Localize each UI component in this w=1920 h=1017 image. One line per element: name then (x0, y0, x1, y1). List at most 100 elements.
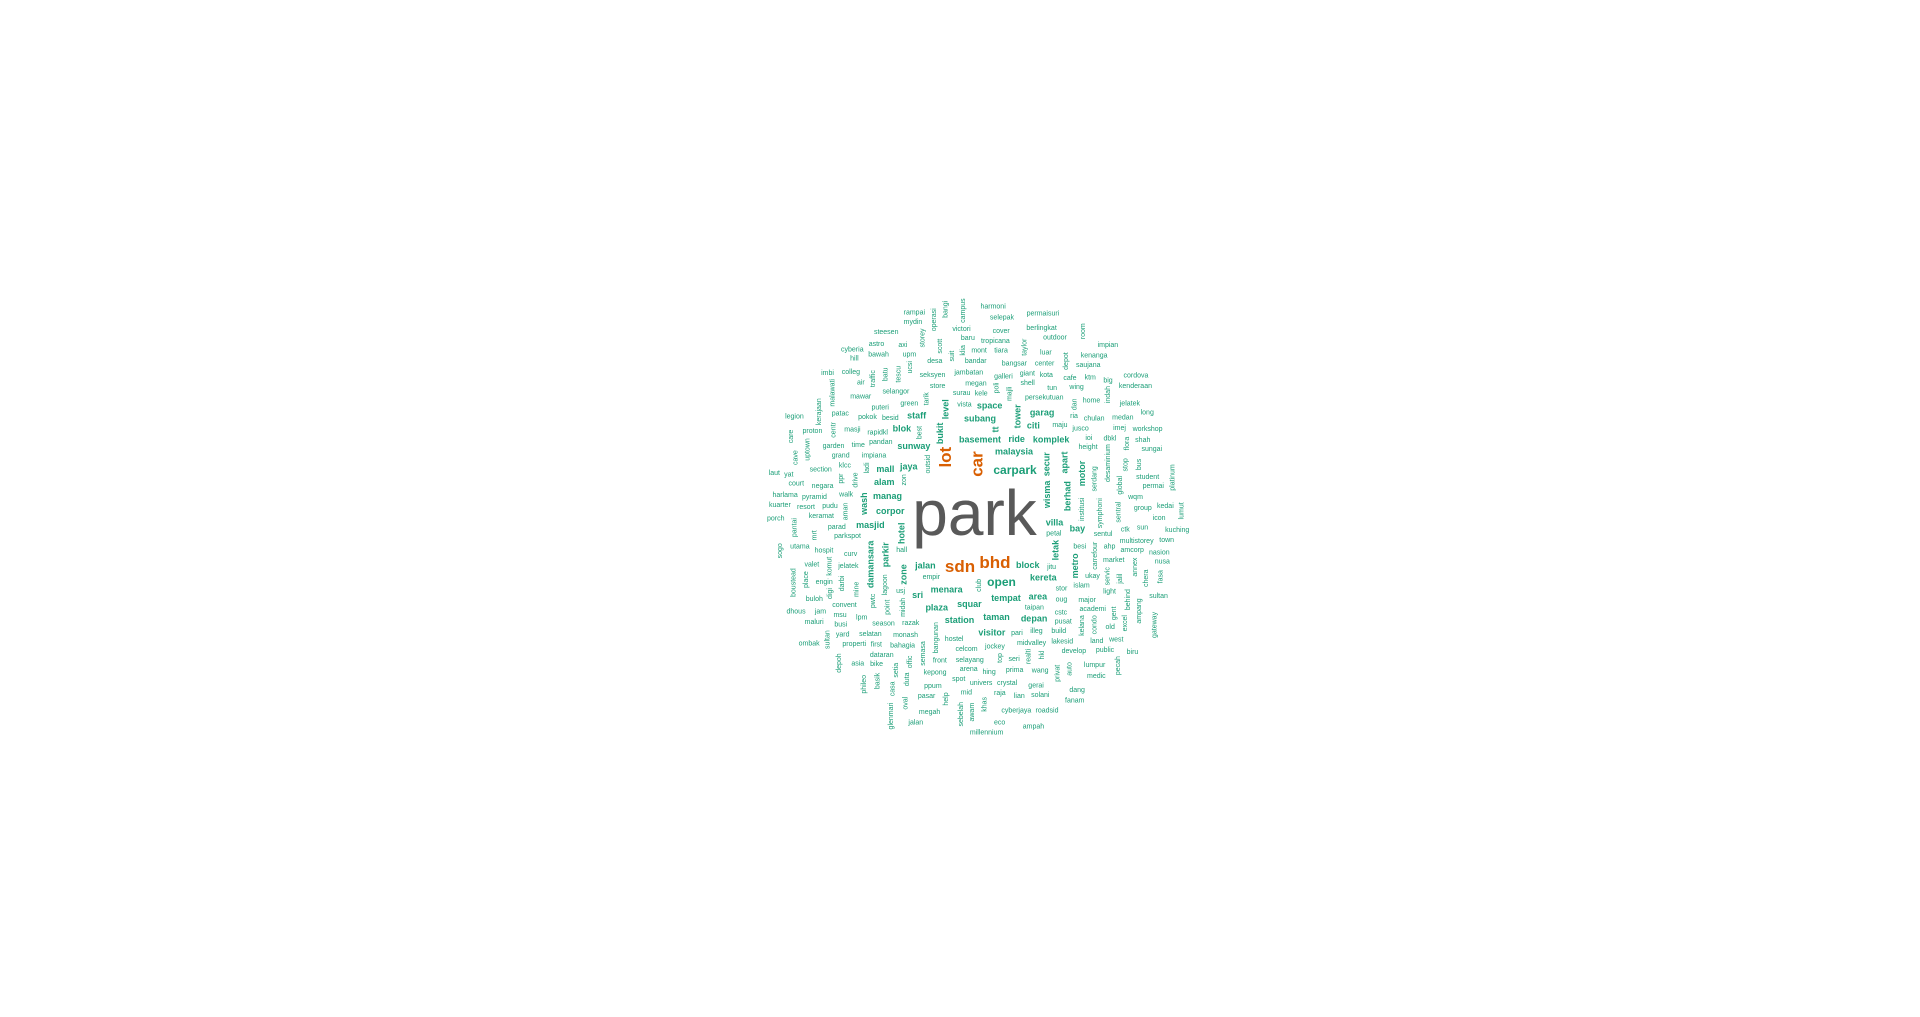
word-oug: oug (1056, 597, 1068, 604)
word-gateway: gateway (1151, 611, 1158, 638)
word-sentral: sentral (1115, 501, 1122, 522)
word-sungai: sungai (1141, 446, 1162, 453)
word-stop: stop (1123, 458, 1130, 471)
word-upm: upm (903, 352, 917, 359)
word-plaza: plaza (925, 602, 949, 612)
word-majli: majli (1007, 386, 1014, 401)
word-ctk: ctk (1121, 527, 1130, 534)
word-impian: impian (1098, 342, 1119, 349)
word-seksyen: seksyen (920, 372, 946, 379)
word-taylor: taylor (1021, 338, 1028, 356)
word-public: public (1096, 647, 1115, 654)
word-illeg: illeg (1030, 628, 1043, 635)
word-workshop: workshop (1132, 426, 1163, 433)
word-rapidkl: rapidkl (867, 430, 888, 437)
word-group: group (1134, 505, 1152, 512)
word-raja: raja (994, 690, 1006, 697)
word-front: front (933, 657, 947, 664)
word-space: space (977, 401, 1003, 411)
word-selayang: selayang (956, 657, 984, 664)
word-cave: cave (792, 450, 799, 465)
word-bus: bus (1136, 458, 1143, 470)
word-campus: campus (960, 298, 967, 323)
word-stor: stor (1056, 586, 1068, 593)
word-sebelah: sebelah (958, 702, 965, 727)
word-care: care (788, 430, 795, 444)
word-shah: shah (1135, 437, 1150, 444)
word-motor: motor (1077, 460, 1087, 486)
word-jusco: jusco (1071, 425, 1088, 432)
word-maju: maju (1052, 422, 1067, 429)
word-dbkl: dbkl (1104, 435, 1117, 442)
word-letak: letak (1050, 539, 1060, 561)
word-cyberia: cyberia (841, 346, 864, 353)
word-place: place (803, 571, 810, 588)
word-properti: properti (842, 641, 866, 648)
word-time: time (852, 442, 865, 449)
word-wang: wang (1031, 667, 1049, 674)
word-curv: curv (844, 551, 858, 558)
word-jelatek: jelatek (1119, 400, 1141, 407)
word-oval: oval (903, 696, 910, 709)
word-pusat: pusat (1055, 618, 1072, 625)
word-global: global (1117, 476, 1124, 495)
word-club: club (976, 579, 983, 592)
word-asia: asia (851, 660, 864, 667)
word-malaysia: malaysia (995, 447, 1034, 457)
word-garden: garden (823, 443, 845, 450)
word-arena: arena (960, 666, 978, 673)
word-msu: msu (833, 612, 846, 619)
word-kelana: kelana (1079, 615, 1086, 636)
word-engin: engin (816, 579, 833, 586)
word-baru: baru (961, 335, 975, 342)
word-permaisuri: permaisuri (1027, 311, 1060, 318)
word-kuching: kuching (1165, 527, 1189, 534)
word-build: build (1051, 628, 1066, 635)
word-imbi: imbi (821, 370, 834, 377)
word-sultan: sultan (1149, 593, 1168, 600)
word-vista: vista (957, 402, 972, 409)
word-harlama: harlama (772, 492, 797, 499)
word-utama: utama (790, 544, 810, 551)
word-ioi: ioi (1085, 435, 1092, 442)
word-steesen: steesen (874, 329, 899, 336)
word-masjid: masjid (856, 520, 885, 530)
word-platinum: platinum (1169, 464, 1176, 491)
word-season: season (872, 620, 895, 627)
word-biru: biru (1127, 649, 1139, 656)
word-roadsid: roadsid (1036, 708, 1059, 715)
word-traffic: traffic (870, 370, 877, 387)
word-millennium: millennium (970, 730, 1004, 737)
word-kereta: kereta (1030, 573, 1058, 583)
word-persekutuan: persekutuan (1025, 395, 1064, 402)
word-citi: citi (1027, 420, 1040, 430)
word-pudu: pudu (822, 503, 838, 510)
word-malawati: malawati (829, 379, 836, 407)
word-patac: patac (832, 410, 850, 417)
word-berhad: berhad (1062, 481, 1072, 511)
word-center: center (1035, 361, 1055, 368)
word-cyberjaya: cyberjaya (1001, 708, 1031, 715)
word-selepak: selepak (990, 314, 1015, 321)
word-ucsi: ucsi (907, 361, 914, 374)
word-dang: dang (1069, 687, 1085, 694)
word-jaya: jaya (899, 461, 919, 471)
word-bahagia: bahagia (890, 643, 915, 650)
word-dan: dan (1071, 398, 1078, 410)
word-wing: wing (1068, 384, 1084, 391)
word-sultan: sultan (824, 630, 831, 649)
word-komut: komut (827, 557, 834, 576)
word-phileo: phileo (861, 675, 868, 694)
word-saujana: saujana (1076, 362, 1101, 369)
word-town: town (1159, 537, 1174, 544)
word-luar: luar (1040, 349, 1052, 356)
word-dhous: dhous (787, 609, 807, 616)
word-eco: eco (994, 720, 1005, 727)
word-midah: midah (900, 598, 907, 617)
word-damansara: damansara (865, 540, 875, 589)
word-tropicana: tropicana (981, 338, 1010, 345)
word-open: open (987, 575, 1016, 589)
word-shell: shell (1020, 380, 1035, 387)
word-selatan: selatan (859, 631, 882, 638)
word-alam: alam (874, 477, 895, 487)
